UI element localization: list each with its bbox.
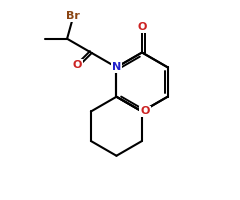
Text: O: O: [72, 60, 82, 70]
Text: O: O: [140, 106, 150, 116]
Text: Br: Br: [66, 11, 80, 21]
Text: O: O: [137, 22, 147, 32]
Text: N: N: [112, 62, 121, 72]
